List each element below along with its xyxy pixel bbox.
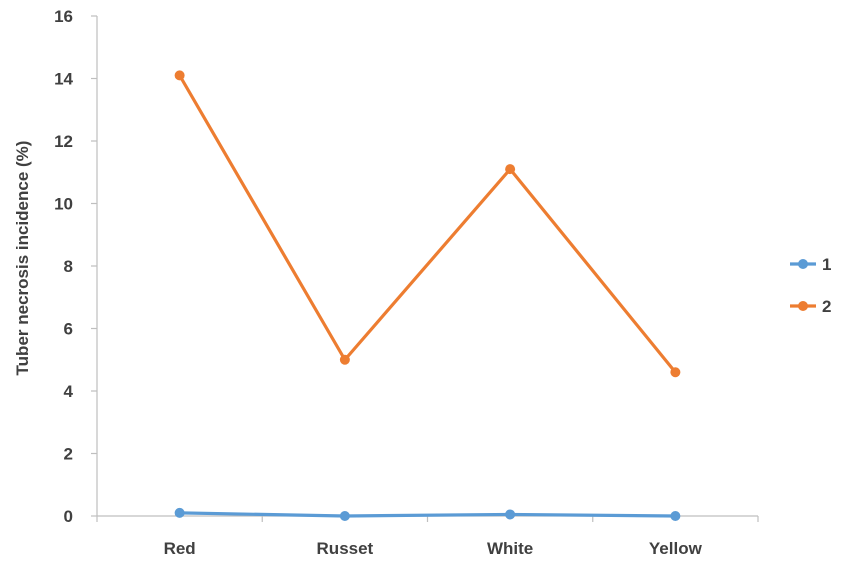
legend: 12 bbox=[790, 255, 831, 316]
y-tick-label: 6 bbox=[64, 320, 73, 339]
legend-item: 2 bbox=[790, 297, 831, 316]
y-tick-label: 8 bbox=[64, 257, 73, 276]
data-point bbox=[174, 507, 185, 518]
data-point bbox=[670, 367, 681, 378]
legend-marker bbox=[798, 301, 808, 311]
series-line bbox=[179, 511, 676, 518]
series-line bbox=[178, 74, 677, 374]
x-axis: Red Russet White Yellow bbox=[96, 515, 759, 558]
data-point bbox=[670, 511, 681, 521]
legend-label: 1 bbox=[822, 255, 831, 274]
data-point bbox=[505, 509, 516, 520]
legend-item: 1 bbox=[790, 255, 831, 274]
legend-label: 2 bbox=[822, 297, 831, 316]
y-axis: 0 2 4 6 8 10 12 14 16 bbox=[54, 7, 98, 526]
x-tick-label: White bbox=[487, 539, 533, 558]
data-point bbox=[339, 354, 350, 365]
series-2 bbox=[174, 70, 681, 378]
y-tick-label: 0 bbox=[64, 507, 73, 526]
data-point bbox=[505, 164, 516, 175]
x-tick-label: Red bbox=[164, 539, 196, 558]
series-1 bbox=[174, 507, 681, 521]
y-tick-label: 16 bbox=[54, 7, 73, 26]
data-point bbox=[339, 511, 350, 521]
y-tick-label: 14 bbox=[54, 70, 73, 89]
y-tick-label: 2 bbox=[64, 445, 73, 464]
y-tick-label: 4 bbox=[64, 382, 74, 401]
x-tick-label: Yellow bbox=[649, 539, 703, 558]
y-tick-label: 10 bbox=[54, 195, 73, 214]
series-layer bbox=[174, 70, 681, 521]
y-axis-title: Tuber necrosis incidence (%) bbox=[13, 141, 32, 376]
y-tick-label: 12 bbox=[54, 132, 73, 151]
data-point bbox=[174, 70, 185, 81]
x-tick-label: Russet bbox=[317, 539, 374, 558]
legend-marker bbox=[798, 259, 808, 269]
